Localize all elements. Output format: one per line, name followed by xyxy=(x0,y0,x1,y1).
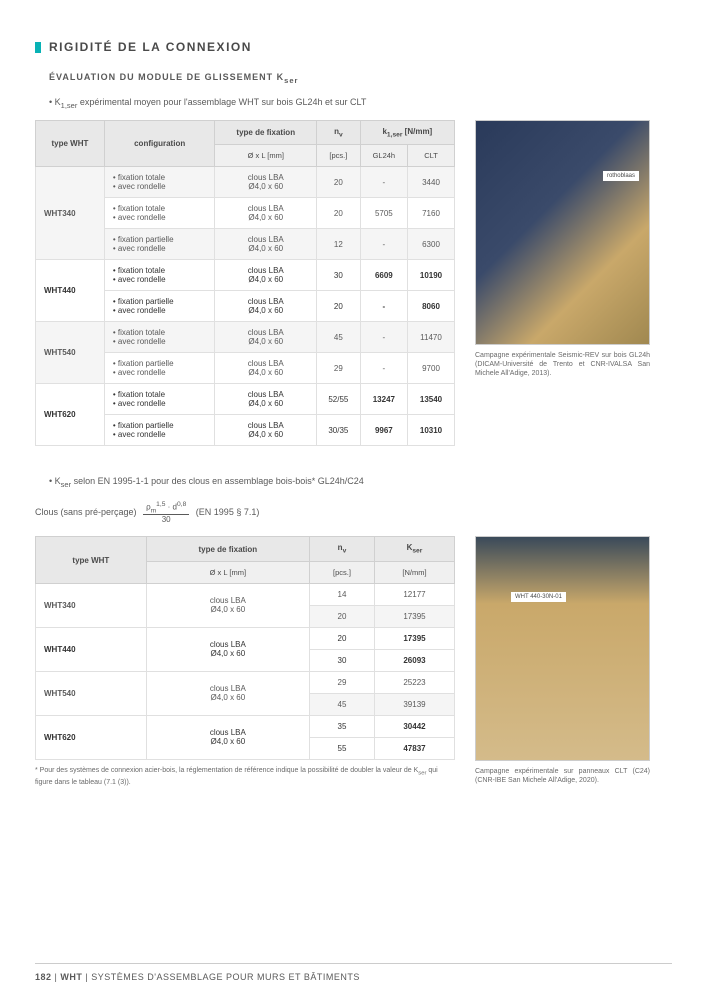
formula: Clous (sans pré-perçage) ρm1,5 · d0,8 30… xyxy=(35,501,672,524)
page-footer: 182 | WHT | SYSTÈMES D'ASSEMBLAGE POUR M… xyxy=(35,963,672,982)
row-1: type WHTconfigurationtype de fixationnvk… xyxy=(35,120,672,447)
section-title: RIGIDITÉ DE LA CONNEXION xyxy=(35,40,672,54)
footer-text: SYSTÈMES D'ASSEMBLAGE POUR MURS ET BÂTIM… xyxy=(91,972,360,982)
table-row: WHT620clous LBAØ4,0 x 603530442 xyxy=(36,715,455,737)
fraction: ρm1,5 · d0,8 30 xyxy=(143,501,189,524)
table-row: WHT340clous LBAØ4,0 x 601412177 xyxy=(36,583,455,605)
table-2: type WHTtype de fixationnvKserØ x L [mm]… xyxy=(35,536,455,760)
photo-1: rothoblaas xyxy=(475,120,650,345)
caption-1: Campagne expérimentale Seismic-REV sur b… xyxy=(475,351,650,378)
table-row: WHT340• fixation totale• avec rondellecl… xyxy=(36,167,455,198)
image-col-2: WHT 440-30N-01 Campagne expérimentale su… xyxy=(475,536,650,787)
image-col-1: rothoblaas Campagne expérimentale Seismi… xyxy=(475,120,650,447)
bullet-1: K1,ser expérimental moyen pour l'assembl… xyxy=(35,97,672,110)
table-row: WHT440clous LBAØ4,0 x 602017395 xyxy=(36,627,455,649)
caption-2: Campagne expérimentale sur panneaux CLT … xyxy=(475,767,650,785)
footer-wht: WHT xyxy=(60,972,82,982)
table-row: WHT540clous LBAØ4,0 x 602925223 xyxy=(36,671,455,693)
table-row: WHT440• fixation totale• avec rondellecl… xyxy=(36,260,455,291)
footer-page: 182 xyxy=(35,972,52,982)
section-title-text: RIGIDITÉ DE LA CONNEXION xyxy=(49,40,252,54)
subtitle-1: ÉVALUATION DU MODULE DE GLISSEMENT Kser xyxy=(35,72,672,85)
table-row: WHT540• fixation totale• avec rondellecl… xyxy=(36,322,455,353)
table-1: type WHTconfigurationtype de fixationnvk… xyxy=(35,120,455,447)
photo-1-label: rothoblaas xyxy=(603,171,639,181)
bullet-2: Kser selon EN 1995-1-1 pour des clous en… xyxy=(35,476,672,489)
photo-2: WHT 440-30N-01 xyxy=(475,536,650,761)
photo-2-label: WHT 440-30N-01 xyxy=(511,592,566,602)
accent-bar xyxy=(35,42,41,53)
footnote: * Pour des systèmes de connexion acier-b… xyxy=(35,766,455,787)
table2-container: type WHTtype de fixationnvKserØ x L [mm]… xyxy=(35,536,455,787)
table-row: WHT620• fixation totale• avec rondellecl… xyxy=(36,384,455,415)
row-2: type WHTtype de fixationnvKserØ x L [mm]… xyxy=(35,536,672,787)
table1-container: type WHTconfigurationtype de fixationnvk… xyxy=(35,120,455,447)
